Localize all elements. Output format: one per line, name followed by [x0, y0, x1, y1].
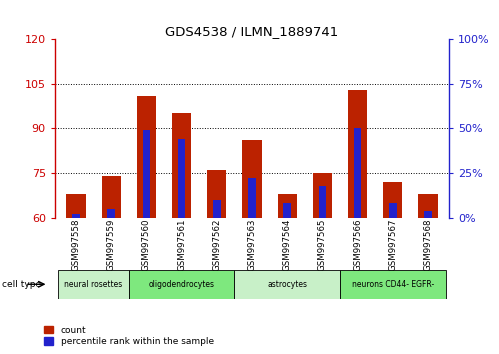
Bar: [389, 204, 397, 218]
Text: neural rosettes: neural rosettes: [64, 280, 123, 289]
Text: GSM997562: GSM997562: [212, 219, 221, 271]
Text: GSM997567: GSM997567: [388, 219, 397, 271]
Bar: [172, 113, 191, 218]
Text: GSM997568: GSM997568: [424, 219, 433, 271]
Bar: [283, 204, 291, 218]
Bar: [107, 209, 115, 218]
Bar: [277, 194, 297, 218]
Text: oligodendrocytes: oligodendrocytes: [149, 280, 215, 289]
Bar: [348, 90, 367, 218]
Bar: [383, 182, 403, 218]
Text: GSM997561: GSM997561: [177, 219, 186, 271]
Bar: [243, 140, 261, 218]
Text: GSM997565: GSM997565: [318, 219, 327, 271]
Bar: [424, 211, 432, 218]
Text: cell type: cell type: [2, 280, 41, 289]
Bar: [318, 185, 326, 218]
Text: GSM997563: GSM997563: [248, 219, 256, 271]
Bar: [72, 214, 80, 218]
Bar: [248, 178, 256, 218]
Bar: [143, 130, 150, 218]
Bar: [101, 176, 121, 218]
Bar: [313, 173, 332, 218]
Bar: [418, 194, 438, 218]
Text: GSM997566: GSM997566: [353, 219, 362, 271]
Text: GSM997558: GSM997558: [71, 219, 80, 271]
Bar: [235, 270, 340, 299]
Title: GDS4538 / ILMN_1889741: GDS4538 / ILMN_1889741: [165, 25, 339, 38]
Text: astrocytes: astrocytes: [267, 280, 307, 289]
Text: GSM997560: GSM997560: [142, 219, 151, 271]
Text: neurons CD44- EGFR-: neurons CD44- EGFR-: [352, 280, 434, 289]
Bar: [137, 96, 156, 218]
Bar: [207, 170, 227, 218]
Legend: count, percentile rank within the sample: count, percentile rank within the sample: [44, 326, 214, 346]
Bar: [129, 270, 235, 299]
Bar: [178, 139, 186, 218]
Text: GSM997564: GSM997564: [283, 219, 292, 271]
Bar: [340, 270, 446, 299]
Bar: [213, 200, 221, 218]
Text: GSM997559: GSM997559: [107, 219, 116, 271]
Bar: [66, 194, 86, 218]
Bar: [58, 270, 129, 299]
Bar: [354, 129, 361, 218]
